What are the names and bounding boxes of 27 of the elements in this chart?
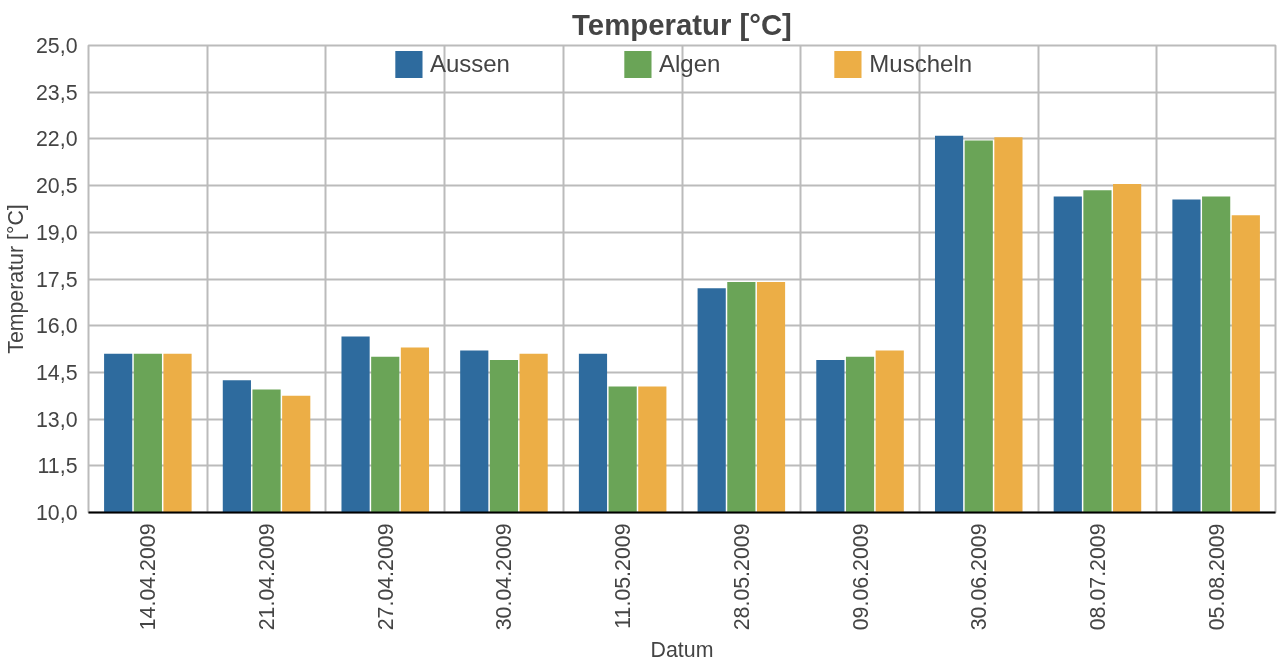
legend-label: Algen [658, 50, 721, 78]
x-tick-label: 30.06.2009 [967, 523, 992, 631]
x-tick-label: 28.05.2009 [729, 523, 754, 631]
x-tick-label: 08.07.2009 [1085, 523, 1110, 631]
y-tick-label: 20,5 [35, 174, 78, 199]
x-tick-label: 09.06.2009 [848, 523, 873, 631]
x-tick-label: 30.04.2009 [492, 523, 517, 631]
y-axis-title: Temperatur [°C] [3, 204, 28, 354]
legend-label: Muscheln [869, 50, 973, 78]
y-tick-label: 14,5 [35, 360, 78, 385]
y-tick-label: 22,0 [35, 127, 78, 152]
x-tick-label: 14.04.2009 [136, 523, 161, 631]
y-tick-label: 11,5 [37, 454, 78, 479]
x-tick-label: 21.04.2009 [255, 523, 280, 631]
x-tick-label: 11.05.2009 [611, 523, 636, 629]
x-axis-title: Datum [650, 638, 714, 663]
y-tick-label: 17,5 [35, 267, 78, 292]
x-tick-label: 27.04.2009 [373, 523, 398, 631]
y-tick-label: 19,0 [35, 220, 78, 245]
y-tick-label: 13,0 [35, 407, 78, 432]
x-tick-label: 05.08.2009 [1204, 523, 1229, 631]
y-tick-label: 16,0 [35, 314, 78, 339]
y-tick-label: 10,0 [35, 501, 78, 525]
y-tick-label: 25,0 [35, 34, 78, 58]
y-tick-label: 23,5 [35, 80, 78, 105]
legend-label: Aussen [429, 50, 510, 78]
chart-title: Temperatur [°C] [572, 7, 792, 41]
